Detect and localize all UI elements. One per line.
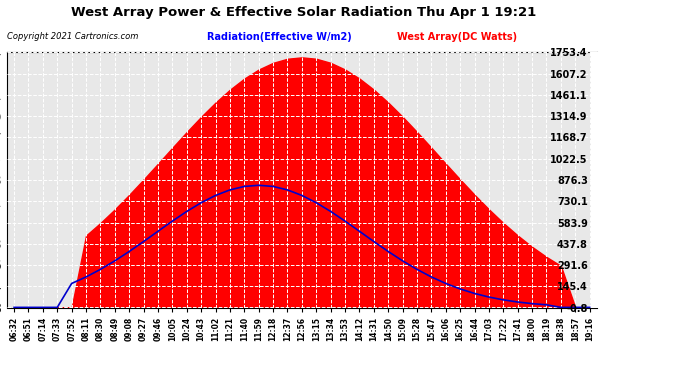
Text: West Array(DC Watts): West Array(DC Watts) bbox=[397, 32, 517, 42]
Text: West Array Power & Effective Solar Radiation Thu Apr 1 19:21: West Array Power & Effective Solar Radia… bbox=[71, 6, 536, 19]
Text: Copyright 2021 Cartronics.com: Copyright 2021 Cartronics.com bbox=[7, 32, 138, 41]
Text: Radiation(Effective W/m2): Radiation(Effective W/m2) bbox=[207, 32, 352, 42]
